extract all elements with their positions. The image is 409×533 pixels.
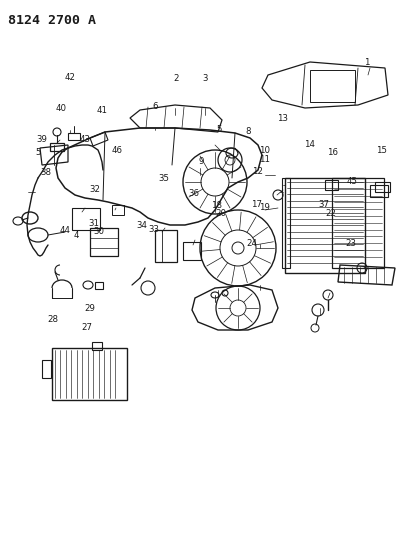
Bar: [374, 182, 389, 192]
Text: 42: 42: [64, 73, 75, 82]
Text: 1: 1: [363, 58, 369, 67]
Text: 46: 46: [111, 146, 122, 155]
Text: 4: 4: [73, 231, 79, 240]
Bar: [72, 208, 100, 230]
Text: 23: 23: [344, 239, 355, 248]
Bar: [92, 342, 102, 350]
Text: 3: 3: [202, 75, 207, 83]
Text: 35: 35: [158, 174, 169, 183]
Bar: [95, 282, 103, 289]
Text: 45: 45: [346, 177, 356, 185]
Text: 29: 29: [84, 304, 94, 312]
Text: 33: 33: [148, 225, 159, 233]
Bar: [284, 178, 364, 273]
Text: 5: 5: [35, 148, 40, 157]
Text: 6: 6: [152, 102, 157, 111]
Text: 14: 14: [304, 141, 315, 149]
Text: 30: 30: [94, 228, 104, 236]
Text: 43: 43: [80, 135, 90, 144]
Text: 8124 2700 A: 8124 2700 A: [8, 14, 96, 27]
Bar: [309, 70, 354, 102]
Text: 2: 2: [173, 75, 179, 83]
Text: 17: 17: [251, 200, 261, 208]
Bar: [50, 143, 64, 151]
Text: 41: 41: [96, 106, 107, 115]
Bar: [42, 360, 51, 378]
Bar: [52, 348, 127, 400]
Bar: [324, 180, 337, 190]
Bar: [369, 185, 387, 197]
Bar: [90, 228, 118, 256]
Bar: [331, 178, 383, 268]
Text: 20: 20: [215, 209, 225, 217]
Text: 8: 8: [245, 127, 250, 135]
Text: 22: 22: [325, 209, 336, 217]
Text: 9: 9: [198, 157, 203, 166]
Bar: [155, 230, 177, 262]
Text: 40: 40: [55, 104, 66, 112]
Text: 13: 13: [277, 114, 288, 123]
Text: 44: 44: [59, 226, 70, 235]
Text: 27: 27: [81, 324, 92, 332]
Text: 16: 16: [326, 149, 337, 157]
Text: 37: 37: [318, 200, 328, 208]
Text: 15: 15: [375, 146, 386, 155]
Text: 10: 10: [258, 147, 269, 155]
Text: 24: 24: [246, 239, 256, 248]
Text: 11: 11: [258, 156, 269, 164]
Text: 31: 31: [88, 220, 99, 228]
Text: 34: 34: [136, 222, 146, 230]
Text: 18: 18: [210, 201, 221, 209]
Text: 38: 38: [40, 168, 51, 176]
Bar: [281, 178, 289, 268]
Text: 28: 28: [47, 316, 58, 324]
Text: 5: 5: [216, 125, 222, 134]
Text: 19: 19: [258, 204, 269, 212]
Text: 39: 39: [37, 135, 47, 144]
Bar: [68, 133, 80, 140]
Text: 36: 36: [188, 189, 198, 198]
Bar: [112, 205, 124, 215]
Text: 12: 12: [252, 167, 262, 175]
Text: 32: 32: [90, 185, 100, 193]
Bar: [182, 242, 200, 260]
